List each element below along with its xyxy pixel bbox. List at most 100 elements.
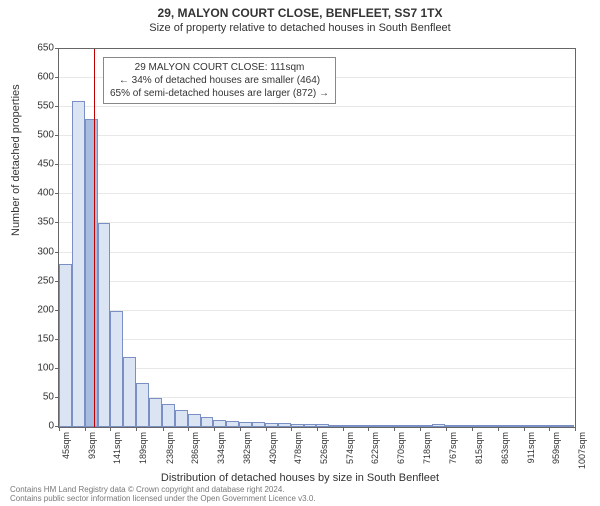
histogram-bar	[458, 425, 471, 427]
y-tick-label: 150	[14, 333, 54, 344]
annotation-line-2: ← 34% of detached houses are smaller (46…	[110, 74, 329, 87]
reference-marker-line	[94, 49, 95, 427]
gridline	[59, 222, 575, 223]
x-tick-mark	[524, 427, 525, 431]
x-tick-mark	[472, 427, 473, 431]
footer-line-2: Contains public sector information licen…	[10, 494, 316, 504]
x-tick-mark	[136, 427, 137, 431]
histogram-bar	[162, 404, 175, 427]
y-tick-label: 450	[14, 159, 54, 170]
annotation-line-3: 65% of semi-detached houses are larger (…	[110, 87, 329, 100]
gridline	[59, 368, 575, 369]
x-tick-label: 526sqm	[319, 432, 329, 464]
x-tick-label: 238sqm	[165, 432, 175, 464]
y-tick-label: 300	[14, 246, 54, 257]
x-tick-label: 93sqm	[87, 432, 97, 459]
histogram-bar	[110, 311, 123, 427]
histogram-bar	[368, 425, 381, 427]
gridline	[59, 135, 575, 136]
histogram-bar	[213, 420, 226, 427]
x-tick-mark	[85, 427, 86, 431]
x-tick-mark	[394, 427, 395, 431]
x-tick-mark	[368, 427, 369, 431]
y-tick-mark	[55, 135, 59, 136]
x-tick-label: 478sqm	[293, 432, 303, 464]
histogram-bar	[432, 424, 445, 427]
x-tick-mark	[59, 427, 60, 431]
x-tick-label: 574sqm	[345, 432, 355, 464]
y-tick-label: 500	[14, 130, 54, 141]
y-tick-label: 650	[14, 43, 54, 54]
gridline	[59, 281, 575, 282]
x-tick-mark	[575, 427, 576, 431]
histogram-bar	[239, 422, 252, 427]
x-tick-mark	[549, 427, 550, 431]
histogram-bar	[407, 425, 420, 427]
x-tick-label: 141sqm	[112, 432, 122, 464]
histogram-bar	[561, 425, 574, 427]
x-tick-mark	[291, 427, 292, 431]
chart-title: 29, MALYON COURT CLOSE, BENFLEET, SS7 1T…	[0, 6, 600, 20]
x-tick-label: 670sqm	[396, 432, 406, 464]
annotation-line-1: 29 MALYON COURT CLOSE: 111sqm	[110, 61, 329, 74]
footer-line-1: Contains HM Land Registry data © Crown c…	[10, 485, 316, 495]
histogram-bar	[188, 414, 201, 427]
y-tick-mark	[55, 222, 59, 223]
y-tick-label: 250	[14, 275, 54, 286]
chart-plot-area: 29 MALYON COURT CLOSE: 111sqm ← 34% of d…	[58, 48, 576, 428]
gridline	[59, 106, 575, 107]
x-tick-label: 1007sqm	[577, 432, 587, 469]
x-tick-label: 718sqm	[422, 432, 432, 464]
gridline	[59, 310, 575, 311]
histogram-bar	[136, 383, 149, 427]
histogram-bar	[123, 357, 136, 427]
histogram-bar	[265, 423, 278, 427]
x-tick-label: 334sqm	[216, 432, 226, 464]
histogram-bar	[175, 410, 188, 427]
x-tick-label: 45sqm	[61, 432, 71, 459]
y-tick-label: 550	[14, 101, 54, 112]
x-tick-mark	[240, 427, 241, 431]
histogram-bar	[355, 425, 368, 427]
x-tick-label: 622sqm	[370, 432, 380, 464]
histogram-bar	[394, 425, 407, 427]
gridline	[59, 252, 575, 253]
x-tick-label: 959sqm	[551, 432, 561, 464]
histogram-bar	[316, 424, 329, 427]
histogram-bar	[85, 119, 98, 427]
histogram-bar	[419, 425, 432, 427]
histogram-bar	[201, 417, 214, 427]
gridline	[59, 339, 575, 340]
y-tick-mark	[55, 193, 59, 194]
y-tick-label: 50	[14, 391, 54, 402]
x-tick-mark	[343, 427, 344, 431]
histogram-bar	[535, 425, 548, 427]
histogram-bar	[278, 423, 291, 427]
y-tick-label: 350	[14, 217, 54, 228]
x-tick-mark	[266, 427, 267, 431]
footer-attribution: Contains HM Land Registry data © Crown c…	[10, 485, 316, 504]
chart-subtitle: Size of property relative to detached ho…	[0, 22, 600, 34]
y-tick-mark	[55, 106, 59, 107]
histogram-bar	[381, 425, 394, 427]
gridline	[59, 193, 575, 194]
annotation-box: 29 MALYON COURT CLOSE: 111sqm ← 34% of d…	[103, 57, 336, 104]
histogram-bar	[98, 223, 111, 427]
y-tick-label: 400	[14, 188, 54, 199]
x-tick-mark	[214, 427, 215, 431]
y-tick-label: 200	[14, 304, 54, 315]
histogram-bar	[329, 425, 342, 427]
x-tick-label: 767sqm	[448, 432, 458, 464]
histogram-bar	[510, 425, 523, 427]
x-tick-mark	[110, 427, 111, 431]
y-tick-mark	[55, 48, 59, 49]
x-tick-label: 189sqm	[138, 432, 148, 464]
y-tick-label: 600	[14, 72, 54, 83]
x-tick-mark	[188, 427, 189, 431]
y-tick-mark	[55, 164, 59, 165]
x-tick-mark	[163, 427, 164, 431]
x-axis-label: Distribution of detached houses by size …	[0, 472, 600, 484]
y-tick-label: 0	[14, 421, 54, 432]
histogram-bar	[304, 424, 317, 427]
x-tick-label: 430sqm	[268, 432, 278, 464]
